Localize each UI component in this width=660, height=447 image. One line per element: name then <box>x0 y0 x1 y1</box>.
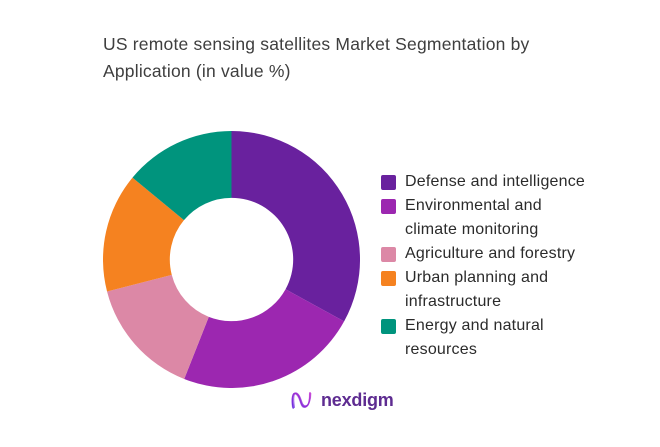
donut-slice-1 <box>184 289 345 389</box>
donut-chart-svg <box>103 131 361 389</box>
chart-legend: Defense and intelligence Environmental an… <box>381 170 641 362</box>
nexdigm-logo-icon <box>291 392 312 409</box>
legend-label: Defense and intelligence <box>405 173 586 190</box>
chart-title: US remote sensing satellites Market Segm… <box>103 34 530 81</box>
legend-swatch <box>381 247 396 262</box>
legend-label: Urban planning and infrastructure <box>405 269 549 310</box>
donut-chart <box>103 131 361 389</box>
legend-swatch <box>381 175 396 190</box>
donut-slice-3 <box>103 177 184 292</box>
legend-item-0: Defense and intelligence <box>381 170 641 194</box>
legend-item-3: Urban planning and infrastructure <box>381 266 641 314</box>
legend-label: Environmental and climate monitoring <box>405 197 542 238</box>
donut-slice-4 <box>132 131 232 221</box>
donut-slice-2 <box>107 274 209 379</box>
brand-logo: nexdigm <box>289 387 394 413</box>
legend-item-1: Environmental and climate monitoring <box>381 194 641 242</box>
legend-label: Energy and natural resources <box>405 317 544 358</box>
legend-item-4: Energy and natural resources <box>381 314 641 362</box>
legend-swatch <box>381 319 396 334</box>
legend-swatch <box>381 271 396 286</box>
legend-swatch <box>381 199 396 214</box>
donut-slice-0 <box>231 131 361 322</box>
legend-label: Agriculture and forestry <box>405 245 576 262</box>
brand-name: nexdigm <box>321 389 394 410</box>
legend-item-2: Agriculture and forestry <box>381 242 641 266</box>
